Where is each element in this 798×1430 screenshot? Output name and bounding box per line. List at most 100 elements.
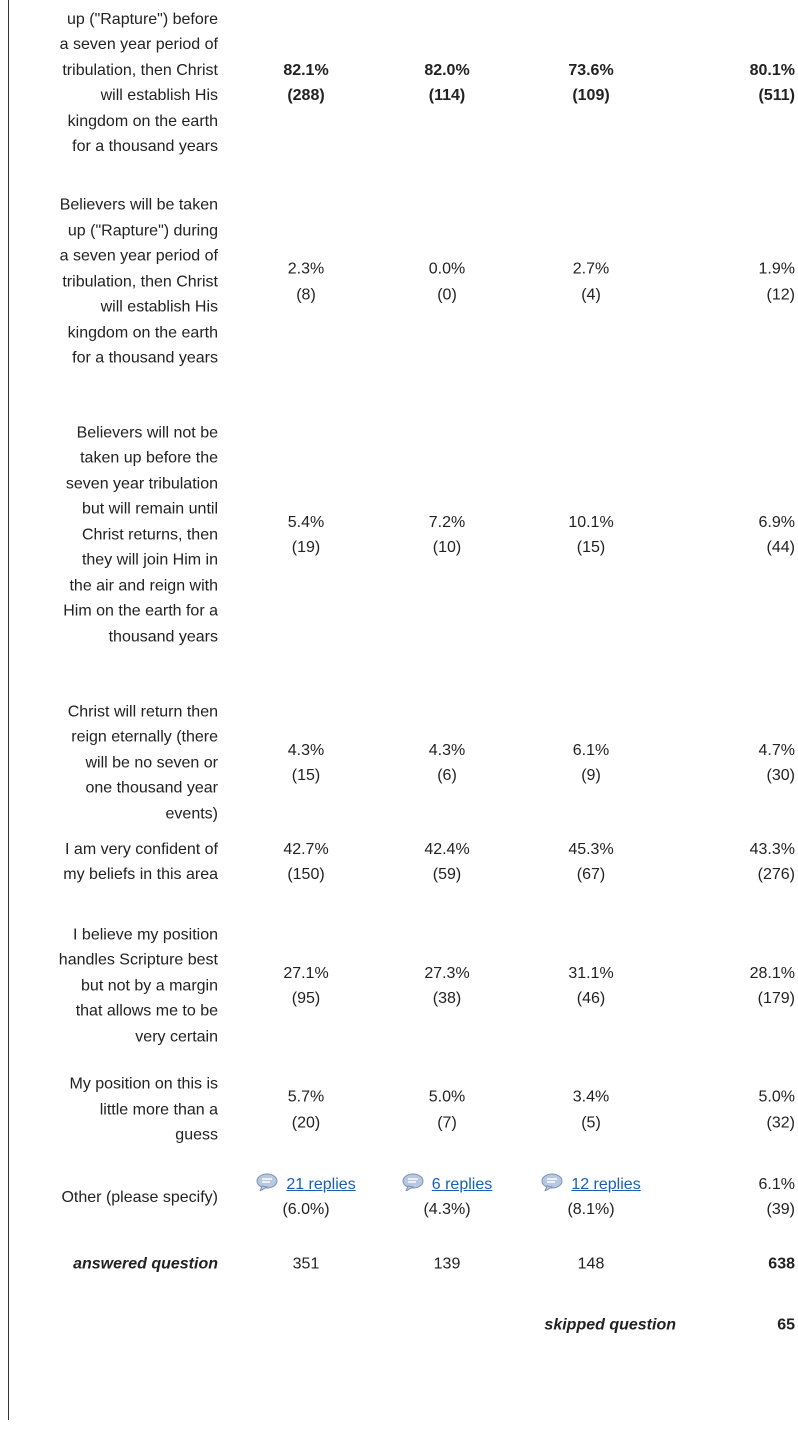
label-line: Him on the earth for a bbox=[63, 602, 218, 620]
cell-top: 4.3% bbox=[428, 741, 466, 759]
cell-bottom: (4) bbox=[581, 286, 601, 303]
row-label: Believers will not be taken up before the… bbox=[63, 420, 218, 650]
cell: 0.0% (0) bbox=[377, 257, 517, 308]
cell-bottom: (67) bbox=[576, 866, 606, 883]
cell-bottom: (39) bbox=[766, 1201, 795, 1218]
comment-icon bbox=[256, 1173, 278, 1191]
cell: 4.3% (15) bbox=[236, 738, 376, 789]
cell: 28.1% (179) bbox=[655, 961, 795, 1012]
table-row: Christ will return then reign eternally (… bbox=[0, 699, 798, 827]
cell-top: 21 replies bbox=[236, 1172, 376, 1198]
cell-top: 5.0% bbox=[758, 1088, 795, 1106]
cell: 5.7% (20) bbox=[236, 1085, 376, 1136]
cell-top: 6 replies bbox=[377, 1172, 517, 1198]
label-line: for a thousand years bbox=[72, 349, 218, 367]
label-line: my beliefs in this area bbox=[63, 866, 218, 883]
cell-bottom: (9) bbox=[581, 767, 601, 784]
cell-top: 2.3% bbox=[287, 260, 325, 278]
cell: 5.4% (19) bbox=[236, 510, 376, 561]
label-line: Christ will return then bbox=[67, 703, 218, 721]
row-label: My position on this is little more than a… bbox=[69, 1072, 218, 1149]
cell-bottom: (288) bbox=[287, 87, 325, 104]
cell-bottom: (44) bbox=[766, 539, 795, 556]
cell: 10.1% (15) bbox=[521, 510, 661, 561]
cell: 2.7% (4) bbox=[521, 257, 661, 308]
cell-top: 31.1% bbox=[568, 964, 614, 982]
cell: 6.1% (39) bbox=[655, 1172, 795, 1223]
cell-top: 80.1% bbox=[749, 61, 795, 79]
skipped-row: skipped question 65 bbox=[0, 1312, 798, 1338]
table-row: I believe my position handles Scripture b… bbox=[0, 922, 798, 1050]
label-line: little more than a bbox=[99, 1101, 218, 1119]
label-line: but not by a margin bbox=[81, 977, 218, 995]
row-label: Believers will be taken up ("Rapture") du… bbox=[60, 193, 218, 372]
cell: 6.1% (9) bbox=[521, 738, 661, 789]
row-label: Other (please specify) bbox=[61, 1184, 218, 1210]
cell: 4.7% (30) bbox=[655, 738, 795, 789]
cell-top: 5.7% bbox=[287, 1088, 325, 1106]
cell-bottom: (15) bbox=[576, 539, 606, 556]
label-line: taken up before the bbox=[80, 449, 218, 467]
answered-value: 139 bbox=[433, 1255, 461, 1273]
cell: 2.3% (8) bbox=[236, 257, 376, 308]
label-line: up ("Rapture") during bbox=[67, 222, 218, 240]
cell-top: 5.4% bbox=[287, 513, 325, 531]
replies-link[interactable]: 6 replies bbox=[431, 1175, 493, 1193]
cell-bottom: (59) bbox=[432, 866, 462, 883]
cell: 21 replies (6.0%) bbox=[236, 1172, 376, 1223]
cell-top: 73.6% bbox=[568, 61, 614, 79]
cell-top: 1.9% bbox=[758, 260, 795, 278]
label-line: the air and reign with bbox=[69, 577, 218, 595]
label-line: kingdom on the earth bbox=[67, 324, 218, 342]
cell-bottom: (15) bbox=[291, 767, 321, 784]
answered-row: answered question 351 139 148 638 bbox=[0, 1251, 798, 1277]
label-line: will be no seven or bbox=[85, 754, 218, 772]
cell-top: 4.7% bbox=[758, 741, 795, 759]
left-border bbox=[8, 0, 9, 1420]
comment-icon bbox=[541, 1173, 563, 1191]
table-row: up ("Rapture") before a seven year period… bbox=[0, 7, 798, 160]
answered-value: 148 bbox=[577, 1255, 605, 1273]
cell: 5.0% (7) bbox=[377, 1085, 517, 1136]
cell-top: 0.0% bbox=[428, 260, 466, 278]
label-line: reign eternally (there bbox=[71, 728, 218, 746]
label-line: a seven year period of bbox=[59, 36, 218, 53]
label-line: Believers will be taken bbox=[59, 196, 218, 214]
cell: 27.3% (38) bbox=[377, 961, 517, 1012]
cell-top: 82.1% bbox=[283, 61, 329, 79]
cell: 4.3% (6) bbox=[377, 738, 517, 789]
cell-bottom: (10) bbox=[432, 539, 462, 556]
label-line: My position on this is bbox=[69, 1075, 218, 1093]
skipped-label: skipped question bbox=[544, 1316, 676, 1334]
cell-top: 42.7% bbox=[283, 840, 329, 858]
cell-top: 6.9% bbox=[758, 513, 795, 531]
cell-top: 3.4% bbox=[572, 1088, 610, 1106]
cell-top: 7.2% bbox=[428, 513, 466, 531]
cell: 7.2% (10) bbox=[377, 510, 517, 561]
label-line: I am very confident of bbox=[65, 840, 218, 858]
row-label: Christ will return then reign eternally (… bbox=[68, 699, 218, 827]
cell: 73.6% (109) bbox=[521, 58, 661, 109]
replies-link[interactable]: 21 replies bbox=[286, 1175, 356, 1193]
label-line: will establish His bbox=[100, 298, 218, 316]
cell: 1.9% (12) bbox=[655, 257, 795, 308]
cell-top: 43.3% bbox=[749, 840, 795, 858]
cell-bottom: (8) bbox=[296, 286, 316, 303]
label-line: one thousand year bbox=[85, 779, 218, 797]
cell-bottom: (95) bbox=[291, 990, 321, 1007]
cell-bottom: (6.0%) bbox=[282, 1201, 330, 1218]
label-line: up ("Rapture") before bbox=[67, 10, 218, 28]
label-line: tribulation, then Christ bbox=[62, 61, 218, 79]
cell-bottom: (109) bbox=[572, 87, 610, 104]
cell-bottom: (19) bbox=[291, 539, 321, 556]
cell-top: 4.3% bbox=[287, 741, 325, 759]
label-line: for a thousand years bbox=[72, 138, 218, 155]
label-line: very certain bbox=[135, 1028, 218, 1046]
cell-bottom: (511) bbox=[758, 87, 795, 104]
cell-bottom: (276) bbox=[757, 866, 795, 883]
replies-link[interactable]: 12 replies bbox=[571, 1175, 641, 1193]
cell: 27.1% (95) bbox=[236, 961, 376, 1012]
cell-top: 28.1% bbox=[749, 964, 795, 982]
label-line: will establish His bbox=[100, 87, 218, 104]
cell-top: 82.0% bbox=[424, 61, 470, 79]
